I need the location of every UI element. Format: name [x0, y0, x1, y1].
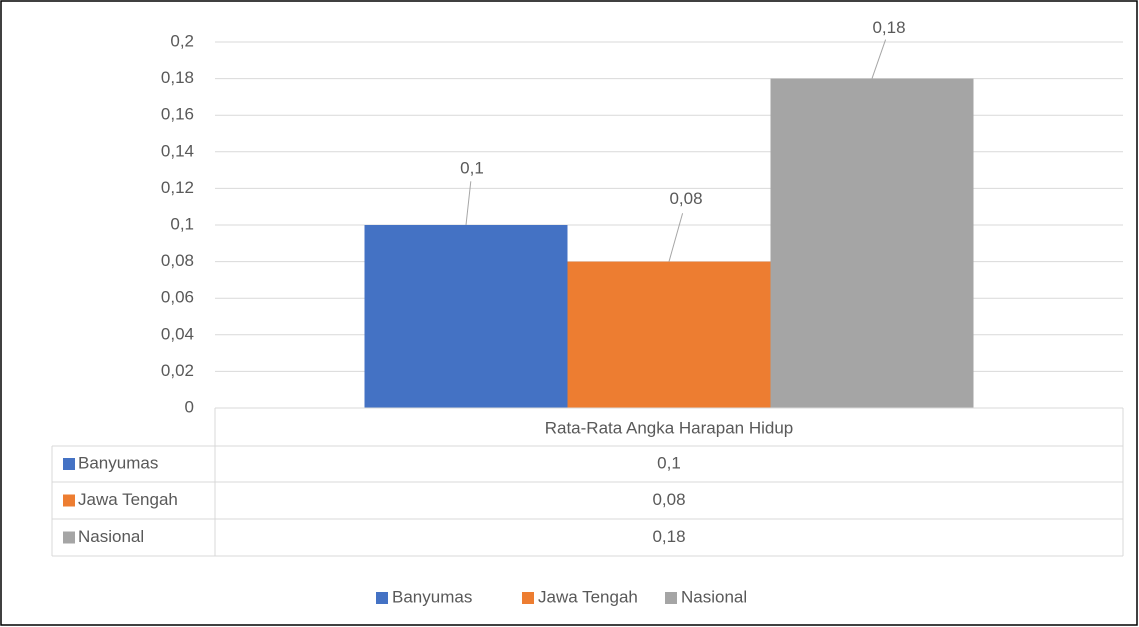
y-tick-label: 0,08 — [161, 251, 194, 270]
leader-line — [465, 181, 472, 226]
y-tick-label: 0,1 — [170, 214, 194, 233]
bar — [364, 225, 568, 408]
y-tick-label: 0,04 — [161, 324, 194, 343]
data-label: 0,18 — [872, 18, 905, 37]
table-row-label: Banyumas — [78, 453, 158, 472]
legend-label: Jawa Tengah — [538, 587, 638, 606]
table-cell: 0,18 — [652, 527, 685, 546]
y-tick-label: 0,02 — [161, 361, 194, 380]
table-cell: 0,08 — [652, 490, 685, 509]
table-legend-key — [63, 458, 75, 470]
y-tick-label: 0,06 — [161, 288, 194, 307]
y-tick-label: 0,16 — [161, 105, 194, 124]
data-label: 0,1 — [460, 158, 484, 177]
leader-line — [871, 39, 887, 79]
table-legend-key — [63, 494, 75, 507]
legend-label: Banyumas — [392, 587, 472, 606]
data-label: 0,08 — [669, 189, 702, 208]
legend-key — [376, 592, 388, 604]
legend-key — [665, 592, 677, 604]
y-tick-label: 0,2 — [170, 31, 194, 50]
leader-line — [668, 213, 684, 262]
y-tick-label: 0,12 — [161, 178, 194, 197]
bar — [567, 261, 771, 408]
table-row-label: Nasional — [78, 527, 144, 546]
bar — [770, 78, 974, 408]
y-tick-label: 0,14 — [161, 141, 194, 160]
table-header: Rata-Rata Angka Harapan Hidup — [545, 418, 794, 437]
legend-label: Nasional — [681, 587, 747, 606]
table-legend-key — [63, 531, 75, 544]
y-tick-label: 0 — [185, 397, 194, 416]
legend-key — [522, 592, 534, 604]
table-cell: 0,1 — [657, 453, 681, 472]
table-row-label: Jawa Tengah — [78, 490, 178, 509]
y-tick-label: 0,18 — [161, 68, 194, 87]
